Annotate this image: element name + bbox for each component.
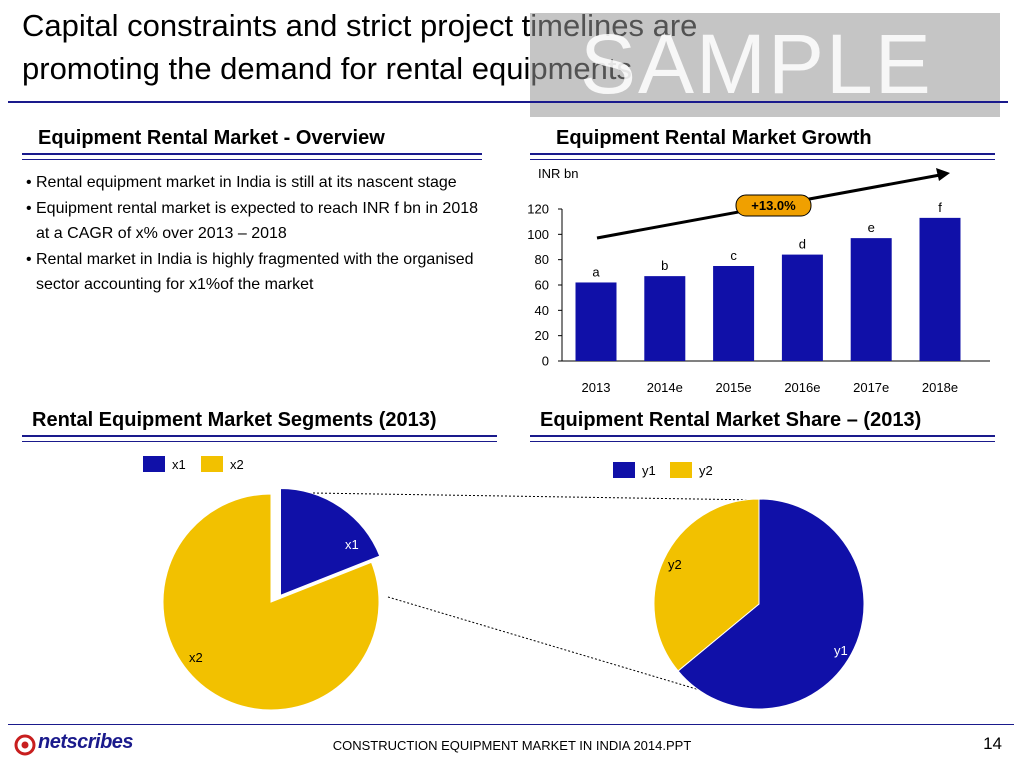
overview-heading-rule — [22, 153, 482, 160]
netscribes-logo-text: netscribes — [38, 731, 134, 753]
bar — [850, 238, 892, 361]
growth-heading-rule — [530, 153, 995, 160]
bar — [781, 254, 823, 361]
bar — [713, 266, 755, 361]
bar-data-label: a — [592, 264, 600, 279]
bar — [919, 217, 961, 361]
x-tick-label: 2016e — [784, 380, 820, 395]
overview-bullet: Rental equipment market in India is stil… — [26, 170, 486, 196]
netscribes-logo-icon — [14, 734, 36, 756]
page-number: 14 — [983, 734, 1002, 753]
x-tick-label: 2015e — [716, 380, 752, 395]
legend-swatch-y2 — [670, 462, 692, 478]
overview-heading: Equipment Rental Market - Overview — [38, 127, 385, 149]
title-divider — [8, 101, 1008, 103]
legend-swatch-x2 — [201, 456, 223, 472]
footer-document-name: CONSTRUCTION EQUIPMENT MARKET IN INDIA 2… — [332, 738, 692, 753]
overview-bullet-list: Rental equipment market in India is stil… — [26, 170, 486, 298]
x-tick-label: 2013 — [582, 380, 611, 395]
bar-data-label: b — [661, 258, 668, 273]
y-tick-label: 40 — [535, 303, 549, 318]
watermark-box — [530, 13, 1000, 117]
y-tick-label: 80 — [535, 252, 549, 267]
overview-bullet: Equipment rental market is expected to r… — [26, 196, 486, 247]
cagr-badge — [735, 194, 812, 217]
growth-heading: Equipment Rental Market Growth — [556, 127, 872, 149]
bar — [575, 282, 617, 361]
pie-slice-y2 — [653, 498, 760, 672]
x-tick-label: 2014e — [647, 380, 683, 395]
pie-slice-label: y1 — [834, 643, 848, 658]
footer-divider — [8, 724, 1014, 725]
y-tick-label: 120 — [527, 202, 549, 217]
legend-label: y1 — [642, 463, 656, 478]
cagr-badge-label: +13.0% — [751, 198, 796, 213]
segments-heading: Rental Equipment Market Segments (2013) — [32, 409, 437, 431]
share-heading: Equipment Rental Market Share – (2013) — [540, 409, 922, 431]
pie-slice-label: x2 — [189, 650, 203, 665]
watermark-text: SAMPLE — [580, 17, 933, 111]
pie-slice-label: x1 — [345, 537, 359, 552]
x-tick-label: 2017e — [853, 380, 889, 395]
bar-data-label: f — [938, 200, 942, 215]
overview-bullet: Rental market in India is highly fragmen… — [26, 247, 486, 298]
y-tick-label: 100 — [527, 227, 549, 242]
legend-label: x1 — [172, 457, 186, 472]
bar-data-label: e — [868, 220, 875, 235]
growth-arrowhead-icon — [936, 168, 950, 181]
y-tick-label: 20 — [535, 328, 549, 343]
connector-line-bottom — [387, 596, 761, 709]
legend-swatch-y1 — [613, 462, 635, 478]
x-tick-label: 2018e — [922, 380, 958, 395]
connector-line-top — [312, 492, 761, 501]
pie-slice-y1 — [677, 498, 865, 710]
pie-slice-x2 — [162, 493, 380, 711]
bar — [644, 276, 686, 361]
y-tick-label: 0 — [542, 354, 549, 369]
bar-data-label: d — [799, 237, 806, 252]
unit-label: INR bn — [538, 166, 578, 181]
pie-slice-x1 — [279, 486, 382, 598]
legend-label: x2 — [230, 457, 244, 472]
y-tick-label: 60 — [535, 278, 549, 293]
share-heading-rule — [530, 435, 995, 442]
legend-label: y2 — [699, 463, 713, 478]
pie-slice-label: y2 — [668, 557, 682, 572]
bar-data-label: c — [730, 248, 737, 263]
segments-heading-rule — [22, 435, 497, 442]
legend-swatch-x1 — [143, 456, 165, 472]
